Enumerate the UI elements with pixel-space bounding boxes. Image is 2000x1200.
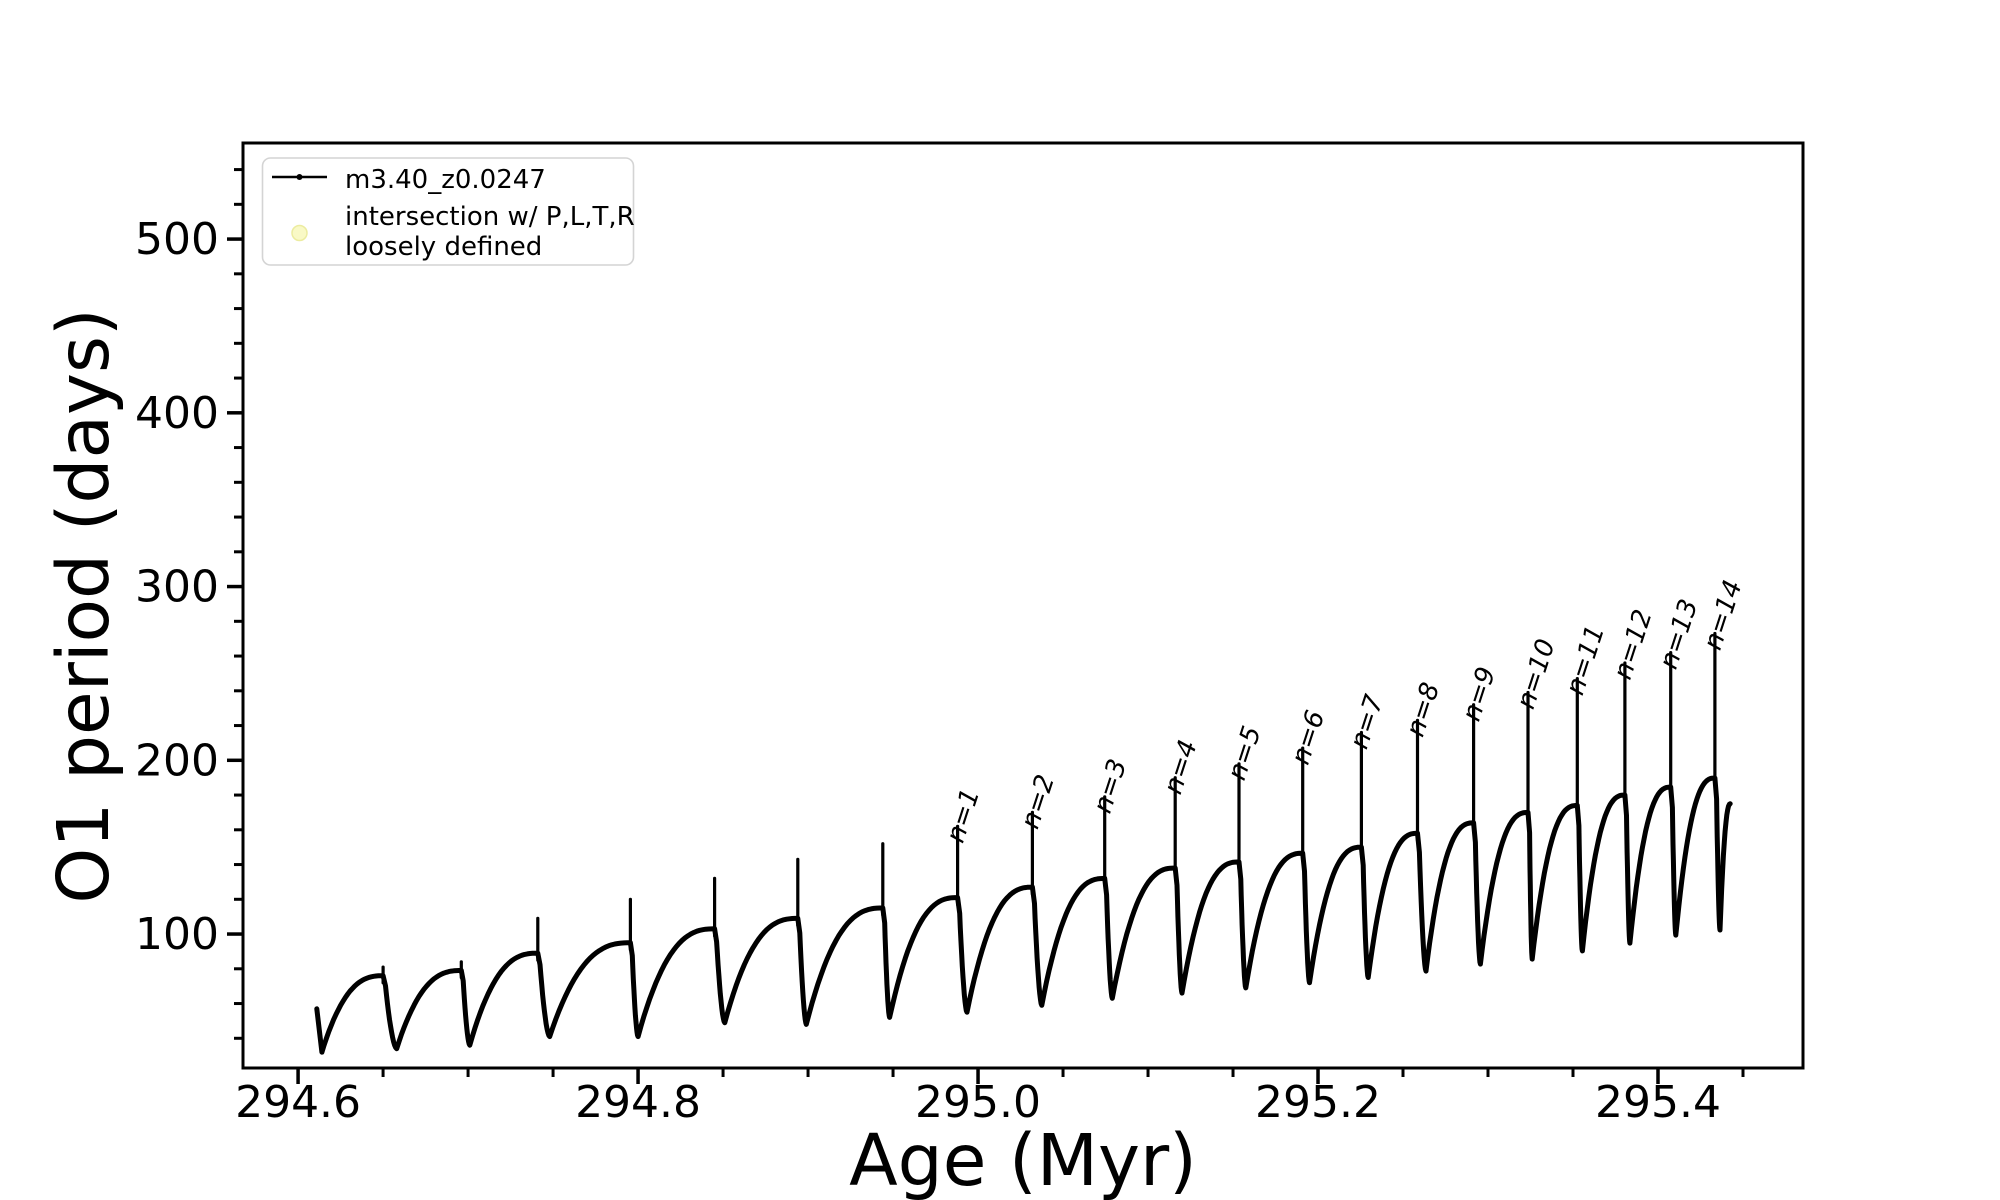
y-axis-label: O1 period (days) xyxy=(42,308,125,903)
spike-label: n=11 xyxy=(1560,622,1611,699)
series-curve xyxy=(314,775,1733,1055)
series-spikes xyxy=(381,631,1717,985)
spike-label: n=8 xyxy=(1401,679,1446,740)
legend-entry-2-line2: loosely defined xyxy=(345,232,542,262)
spike-label: n=12 xyxy=(1608,606,1659,683)
legend: m3.40_z0.0247 intersection w/ P,L,T,R lo… xyxy=(261,157,635,266)
legend-entry-1-label: m3.40_z0.0247 xyxy=(345,165,546,195)
y-tick-label: 500 xyxy=(135,214,219,265)
y-tick-labels: 100 200 300 400 500 xyxy=(135,214,219,960)
y-tick-label: 200 xyxy=(135,735,219,786)
spike-label: n=1 xyxy=(941,785,986,846)
y-major-ticks xyxy=(227,237,243,936)
x-tick-label: 294.6 xyxy=(235,1077,361,1128)
x-axis-label: Age (Myr) xyxy=(849,1119,1197,1200)
spike-label: n=13 xyxy=(1654,596,1705,673)
x-major-ticks xyxy=(296,1068,1660,1084)
spike-label: n=14 xyxy=(1698,577,1749,654)
x-tick-labels: 294.6 294.8 295.0 295.2 295.4 xyxy=(235,1077,1721,1128)
y-tick-label: 100 xyxy=(135,909,219,960)
spike-label: n=5 xyxy=(1222,723,1267,784)
legend-box xyxy=(261,157,635,266)
spike-label: n=6 xyxy=(1286,707,1331,768)
spike-label: n=4 xyxy=(1158,736,1203,797)
legend-entry-2-line1: intersection w/ P,L,T,R xyxy=(345,202,635,232)
y-tick-label: 300 xyxy=(135,562,219,613)
spike-label: n=2 xyxy=(1016,771,1061,832)
spike-label: n=3 xyxy=(1088,756,1133,817)
legend-line-marker xyxy=(296,174,303,180)
spike-label: n=10 xyxy=(1511,636,1562,713)
legend-intersection-marker xyxy=(291,224,308,242)
x-tick-label: 294.8 xyxy=(575,1077,701,1128)
spike-label: n=7 xyxy=(1345,691,1391,753)
x-tick-label: 295.0 xyxy=(915,1077,1041,1128)
x-tick-label: 295.2 xyxy=(1255,1077,1381,1128)
x-tick-label: 295.4 xyxy=(1595,1077,1721,1128)
plot-frame xyxy=(241,141,1805,1070)
y-tick-label: 400 xyxy=(135,388,219,439)
spike-label: n=9 xyxy=(1457,663,1502,724)
